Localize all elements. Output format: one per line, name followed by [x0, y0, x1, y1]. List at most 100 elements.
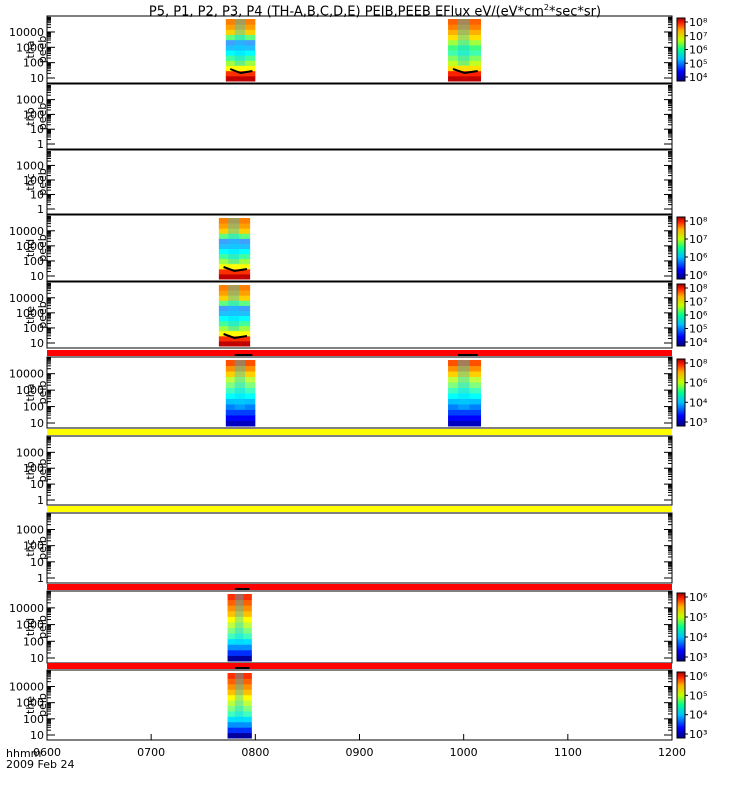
y-tick-label: 100 [23, 540, 44, 553]
panel-thc-peib: 1 10 100 1000 thc peib [16, 506, 673, 585]
date-label: 2009 Feb 24 [6, 758, 74, 771]
x-tick-label: 1000 [450, 746, 478, 759]
y-tick-label: 1000 [16, 446, 44, 459]
panel-tha-peib: 10 100 1000 10000 tha peib 10³ 10⁴ 10⁶ 10⁸ [9, 350, 708, 430]
spectrogram-block [218, 285, 251, 347]
colorbar-tick-label: 10⁸ [689, 282, 708, 295]
panel-frame [46, 149, 673, 215]
colorbar-tick-label: 10⁶ [689, 670, 708, 683]
y-tick-label: 1000 [16, 41, 44, 54]
y-tick-label: 1000 [16, 384, 44, 397]
panel-status-bar [47, 506, 672, 512]
colorbar-tick-label: 10⁴ [689, 709, 708, 722]
y-tick-label: 1000 [16, 307, 44, 320]
y-tick-label: 10 [30, 188, 44, 201]
y-tick-label: 10 [30, 652, 44, 665]
colorbar [676, 358, 686, 427]
panel-frame [46, 512, 673, 584]
product-label: peib [36, 615, 49, 639]
y-tick-label: 10 [30, 556, 44, 569]
colorbar-tick-label: 10⁶ [689, 269, 708, 282]
probe-label: the [24, 696, 37, 714]
y-tick-label: 10000 [9, 681, 44, 694]
x-tick-label: 1200 [658, 746, 686, 759]
product-label: peib [36, 381, 49, 405]
y-tick-label: 1000 [16, 697, 44, 710]
y-tick-label: 10000 [9, 26, 44, 39]
panel-thb-peib: 1 10 100 1000 thb peib [16, 429, 673, 507]
colorbar [676, 216, 686, 280]
spectrogram-block [448, 354, 482, 427]
y-tick-label: 1 [37, 494, 44, 507]
colorbar [676, 17, 686, 82]
product-label: peeb [36, 234, 49, 262]
spectrogram-block [227, 667, 252, 739]
y-tick-label: 10 [30, 337, 44, 350]
colorbar-tick-label: 10⁸ [689, 215, 708, 228]
y-tick-label: 100 [23, 174, 44, 187]
panel-frame [46, 435, 673, 506]
colorbar-tick-label: 10³ [689, 416, 707, 429]
panel-status-bar [47, 350, 672, 356]
x-tick-label: 0900 [346, 746, 374, 759]
y-tick-label: 10000 [9, 368, 44, 381]
panel-frame [46, 669, 673, 741]
product-label: peeb [36, 168, 49, 196]
y-tick-label: 1 [37, 572, 44, 585]
panel-status-bar [47, 429, 672, 435]
colorbar [676, 671, 686, 739]
y-tick-label: 100 [23, 108, 44, 121]
colorbar-tick-label: 10⁴ [689, 71, 708, 84]
y-tick-label: 1000 [16, 524, 44, 537]
y-tick-label: 1 [37, 138, 44, 151]
colorbar-tick-label: 10⁴ [689, 396, 708, 409]
spectrogram-block [227, 588, 252, 662]
y-tick-label: 1 [37, 203, 44, 216]
colorbar-tick-label: 10⁵ [689, 57, 707, 70]
probe-label: thd [24, 618, 37, 636]
time-axis-label: hhmm [6, 747, 41, 760]
y-tick-label: 10 [30, 417, 44, 430]
colorbar-tick-label: 10⁸ [689, 357, 708, 370]
title-superscript: 2 [543, 3, 549, 12]
panel-status-bar [47, 584, 672, 590]
panel-status-bar [47, 663, 672, 669]
spectrogram-block [448, 19, 482, 82]
y-tick-label: 100 [23, 255, 44, 268]
colorbar [676, 592, 686, 662]
y-tick-label: 10 [30, 270, 44, 283]
probe-label: tha [24, 40, 37, 58]
x-tick-label: 0700 [137, 746, 165, 759]
y-tick-label: 100 [23, 713, 44, 726]
colorbar-tick-label: 10⁴ [689, 631, 708, 644]
y-tick-label: 100 [23, 635, 44, 648]
x-tick-label: 0600 [33, 746, 61, 759]
probe-label: thb [24, 461, 37, 479]
colorbar-tick-label: 10⁸ [689, 16, 708, 29]
probe-label: tha [24, 383, 37, 401]
panel-frame [46, 356, 673, 429]
colorbar [676, 283, 686, 347]
colorbar-tick-label: 10⁶ [689, 251, 708, 264]
y-tick-label: 100 [23, 462, 44, 475]
colorbar-tick-label: 10⁶ [689, 591, 708, 604]
y-tick-label: 10000 [9, 292, 44, 305]
panel-frame [46, 281, 673, 349]
panel-frame [46, 15, 673, 84]
y-tick-label: 100 [23, 401, 44, 414]
colorbar-tick-label: 10⁷ [689, 296, 707, 309]
probe-label: thb [24, 107, 37, 125]
colorbar-tick-label: 10⁶ [689, 309, 708, 322]
product-label: peeb [36, 36, 49, 64]
panel-thd-peib: 10 100 1000 10000 thd peib 10³ 10⁴ 10⁵ 10⁶ [9, 584, 708, 665]
y-tick-label: 10 [30, 729, 44, 742]
panel-the-peib: 10 100 1000 10000 the peib 10³ 10⁴ 10⁵ 10⁶ [9, 663, 708, 742]
probe-label: the [24, 306, 37, 324]
y-tick-label: 10 [30, 123, 44, 136]
x-tick-label: 0800 [241, 746, 269, 759]
colorbar-tick-label: 10⁷ [689, 30, 707, 43]
